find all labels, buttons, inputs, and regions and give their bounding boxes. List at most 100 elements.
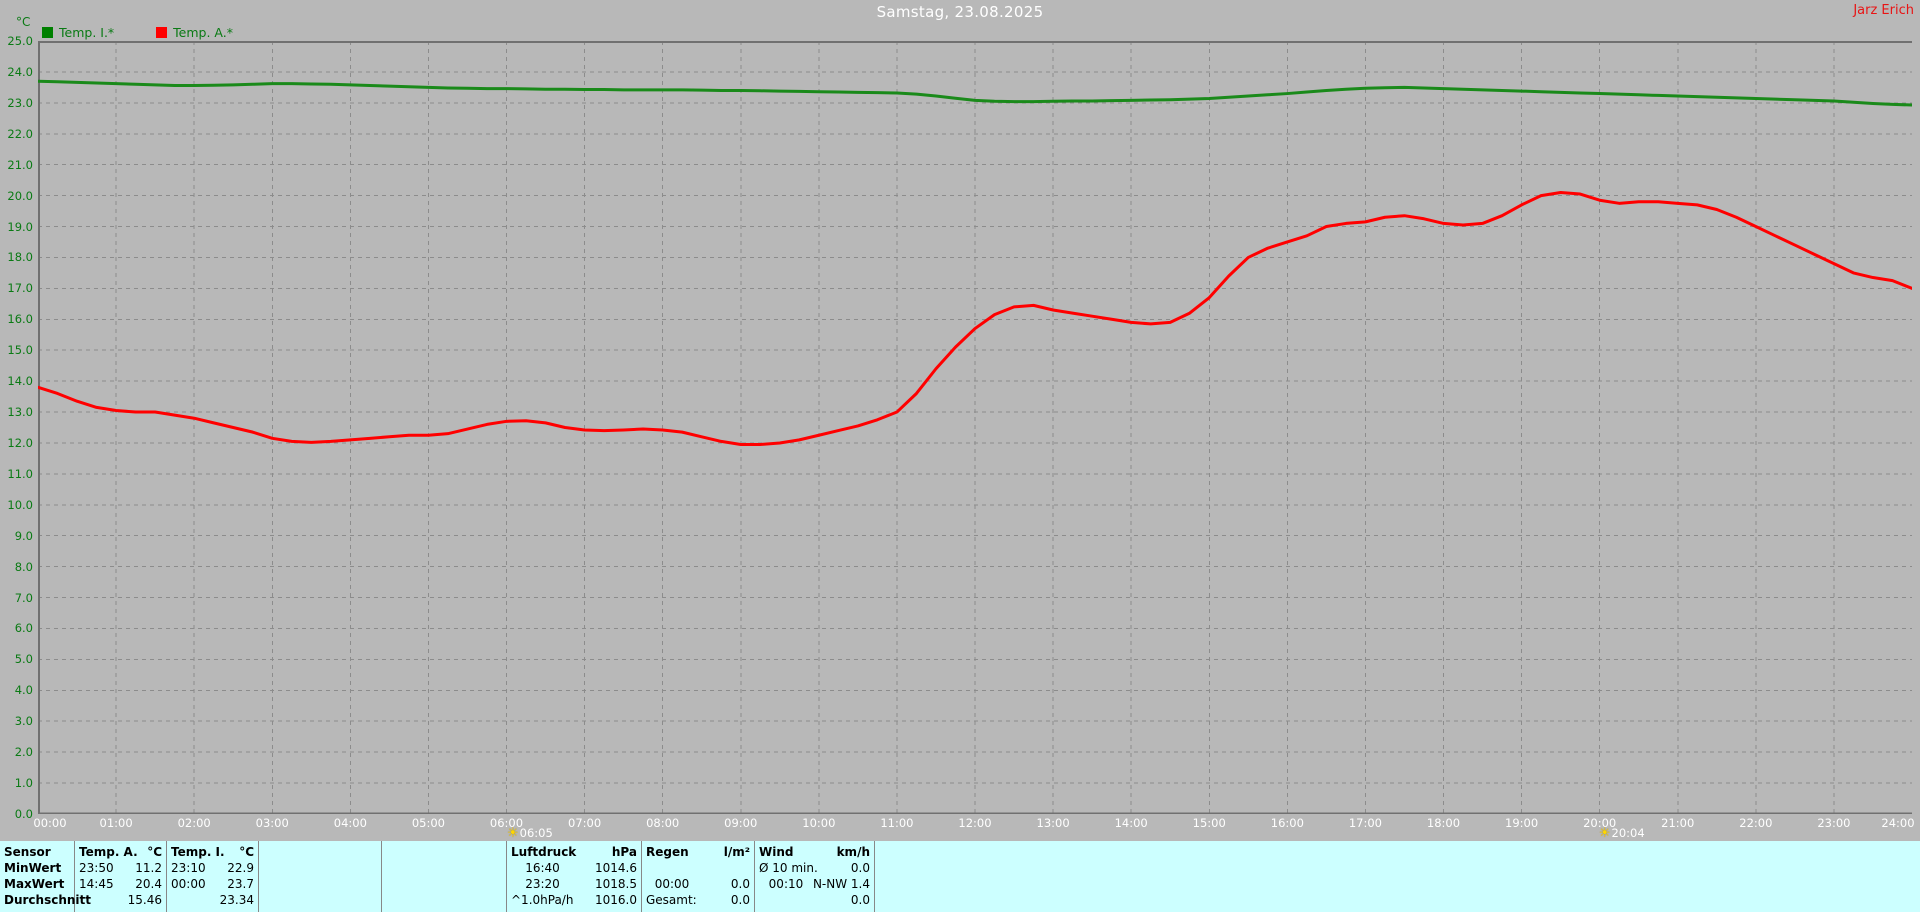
y-tick-label: 0.0 [14,807,33,821]
table-column-sensor: Sensor MinWert MaxWert Durchschnitt [0,841,91,912]
table-row: Ø 10 min. 0.0 [759,860,870,876]
x-tick-label: 20:00 [1583,816,1617,830]
table-row: Durchschnitt [4,892,91,908]
temperature-line-chart [38,41,1912,814]
table-row: Temp. A. °C [79,844,162,860]
table-row [263,892,377,908]
x-tick-label: 22:00 [1739,816,1773,830]
table-row [263,860,377,876]
page-title: Samstag, 23.08.2025 [876,3,1044,21]
table-row [386,876,502,892]
y-tick-label: 1.0 [14,776,33,791]
table-row: 0.0 [759,892,870,908]
y-tick-label: 15.0 [7,343,33,358]
y-tick-label: 13.0 [7,405,33,420]
table-row: Gesamt: 0.0 [646,892,750,908]
sunrise-sun-icon: ☀ [506,825,519,841]
table-row: 14:45 20.4 [79,876,162,892]
grid-lines [38,41,1912,814]
legend-entry-outdoor[interactable]: Temp. A.* [156,25,233,40]
owner-label: Jarz Erich [1853,3,1914,18]
table-cell: °C [147,845,162,859]
table-row: 00:00 0.0 [646,876,750,892]
table-cell: 15.46 [127,893,162,907]
y-tick-label: 8.0 [14,559,33,574]
table-cell: Luftdruck [511,845,577,859]
chart-legend: Temp. I.* Temp. A.* [42,25,275,40]
table-cell: 00:10 [768,877,804,891]
table-cell: 23:10 [171,861,206,875]
table-cell: Temp. A. [79,845,138,859]
sunrise-marker: ☀ 06:05 [507,825,553,841]
table-cell: Regen [646,845,689,859]
table-row: 23:10 22.9 [171,860,254,876]
x-tick-label: 21:00 [1661,816,1695,830]
table-column-temp-aussen: Temp. A. °C 23:50 11.2 14:45 20.4 15.46 [75,841,167,912]
y-tick-label: 24.0 [7,64,33,79]
table-row: Wind km/h [759,844,870,860]
y-axis: 0.0 1.0 2.0 3.0 4.0 5.0 6.0 7.0 8.0 9.0 10.0 11.0 12… [0,34,36,821]
x-tick-label: 08:00 [646,816,680,830]
legend-entry-indoor[interactable]: Temp. I.* [42,25,114,40]
table-row: MaxWert [4,876,70,892]
x-tick-label: 17:00 [1348,816,1382,830]
table-row: 23.34 [171,892,254,908]
table-column-wind: Wind km/h Ø 10 min. 0.0 00:10 N-NW 1.4 0.0 [755,841,875,912]
table-cell: ^1.0hPa/h [511,893,574,907]
y-tick-label: 12.0 [7,435,33,450]
table-column-empty-2 [382,841,507,912]
y-tick-label: 23.0 [7,95,33,110]
table-row: ^1.0hPa/h 1016.0 [511,892,637,908]
table-cell: km/h [836,845,870,859]
table-cell: Durchschnitt [4,893,92,907]
table-cell: Wind [759,845,794,859]
table-row: MinWert [4,860,70,876]
y-tick-label: 22.0 [7,126,33,141]
sunset-sun-icon: ☀ [1598,825,1611,841]
x-tick-label: 24:00 [1881,816,1915,830]
table-row: 16:40 1014.6 [511,860,637,876]
table-cell: 23.34 [219,893,254,907]
x-tick-label: 11:00 [880,816,914,830]
y-tick-label: 25.0 [7,34,33,48]
table-cell: 23:20 [525,877,560,891]
y-axis-unit-label: °C [16,15,31,29]
table-cell: MaxWert [4,877,65,891]
x-tick-label: 04:00 [333,816,367,830]
x-tick-label: 07:00 [568,816,602,830]
table-column-luftdruck: Luftdruck hPa 16:40 1014.6 23:20 1018.5 ^1.0hP… [507,841,642,912]
table-row: Sensor [4,844,70,860]
y-tick-label: 10.0 [7,497,33,512]
y-tick-label: 19.0 [7,219,33,234]
table-cell: 0.0 [730,893,750,907]
table-column-regen: Regen l/m² 00:00 0.0 Gesamt: 0.0 [642,841,755,912]
x-tick-label: 06:00 [489,816,524,830]
y-tick-label: 21.0 [7,157,33,172]
table-cell: 0.0 [850,861,870,875]
table-row [646,860,750,876]
y-tick-label: 3.0 [14,714,33,729]
y-tick-label: 17.0 [7,281,33,296]
table-cell: 1016.0 [595,893,637,907]
table-cell: 1018.5 [595,877,637,891]
x-tick-label: 02:00 [177,816,211,830]
table-cell: 0.0 [730,877,750,891]
table-cell: 22.9 [227,861,254,875]
y-tick-label: 16.0 [7,312,33,327]
table-column-filler [875,841,1920,912]
chart-plot-area[interactable] [38,41,1912,814]
x-tick-label: 12:00 [958,816,992,830]
x-tick-label: 18:00 [1426,816,1461,830]
table-cell: MinWert [4,861,62,875]
x-tick-label: 10:00 [802,816,836,830]
table-row [263,844,377,860]
table-cell: Temp. I. [171,845,225,859]
table-row [386,892,502,908]
table-cell: 20.4 [135,877,162,891]
table-cell: Ø 10 min. [759,861,818,875]
sunset-marker: ☀ 20:04 [1599,825,1645,841]
legend-label: Temp. A.* [173,24,233,40]
table-cell: 00:00 [654,877,690,891]
table-cell: 00:00 [171,877,206,891]
x-tick-label: 16:00 [1270,816,1304,830]
